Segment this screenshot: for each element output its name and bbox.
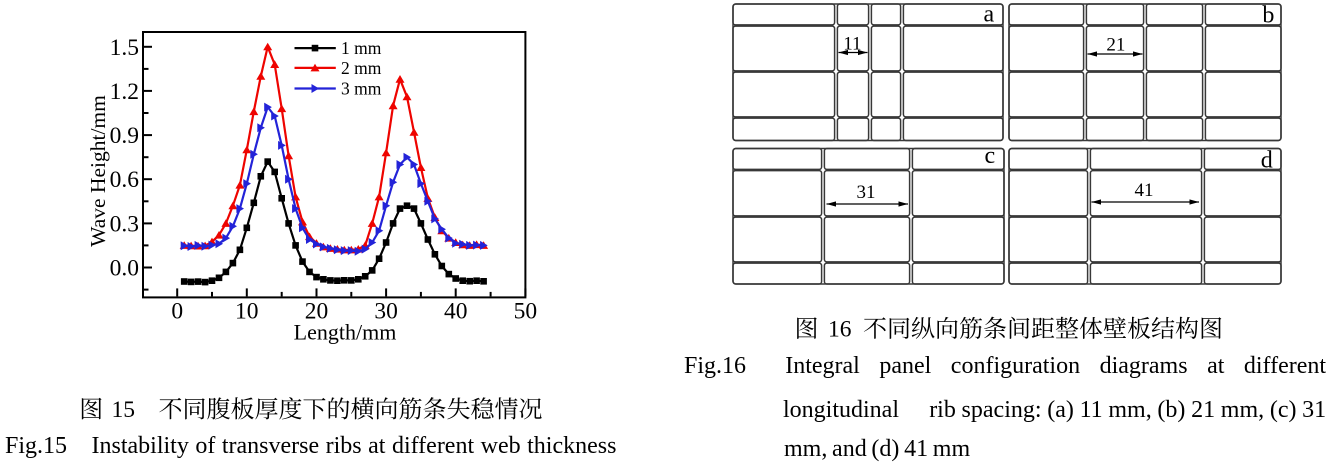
svg-text:3 mm: 3 mm (341, 79, 382, 99)
svg-text:1.5: 1.5 (110, 35, 139, 61)
svg-text:31: 31 (857, 182, 876, 203)
svg-text:0.6: 0.6 (110, 167, 140, 193)
svg-text:2 mm: 2 mm (341, 58, 382, 78)
svg-text:20: 20 (305, 299, 329, 325)
svg-text:41: 41 (1135, 180, 1154, 201)
svg-text:b: b (1262, 2, 1274, 28)
svg-text:0.3: 0.3 (110, 211, 139, 237)
svg-text:50: 50 (514, 299, 538, 325)
svg-text:Wave Height/mm: Wave Height/mm (86, 95, 110, 247)
svg-text:11: 11 (843, 34, 861, 55)
svg-text:d: d (1261, 148, 1273, 174)
svg-text:30: 30 (374, 299, 398, 325)
svg-text:21: 21 (1106, 35, 1125, 56)
svg-text:a: a (984, 2, 995, 28)
svg-text:Length/mm: Length/mm (294, 320, 397, 345)
svg-text:10: 10 (235, 299, 259, 325)
svg-text:1.2: 1.2 (110, 79, 139, 105)
svg-text:0.9: 0.9 (110, 123, 139, 149)
svg-text:15: 15 (112, 397, 136, 423)
svg-text:1 mm: 1 mm (341, 38, 382, 58)
svg-text:c: c (985, 143, 996, 169)
svg-text:0: 0 (171, 299, 183, 325)
svg-text:40: 40 (444, 299, 468, 325)
svg-text:16: 16 (828, 317, 852, 343)
svg-text:0.0: 0.0 (110, 256, 139, 282)
